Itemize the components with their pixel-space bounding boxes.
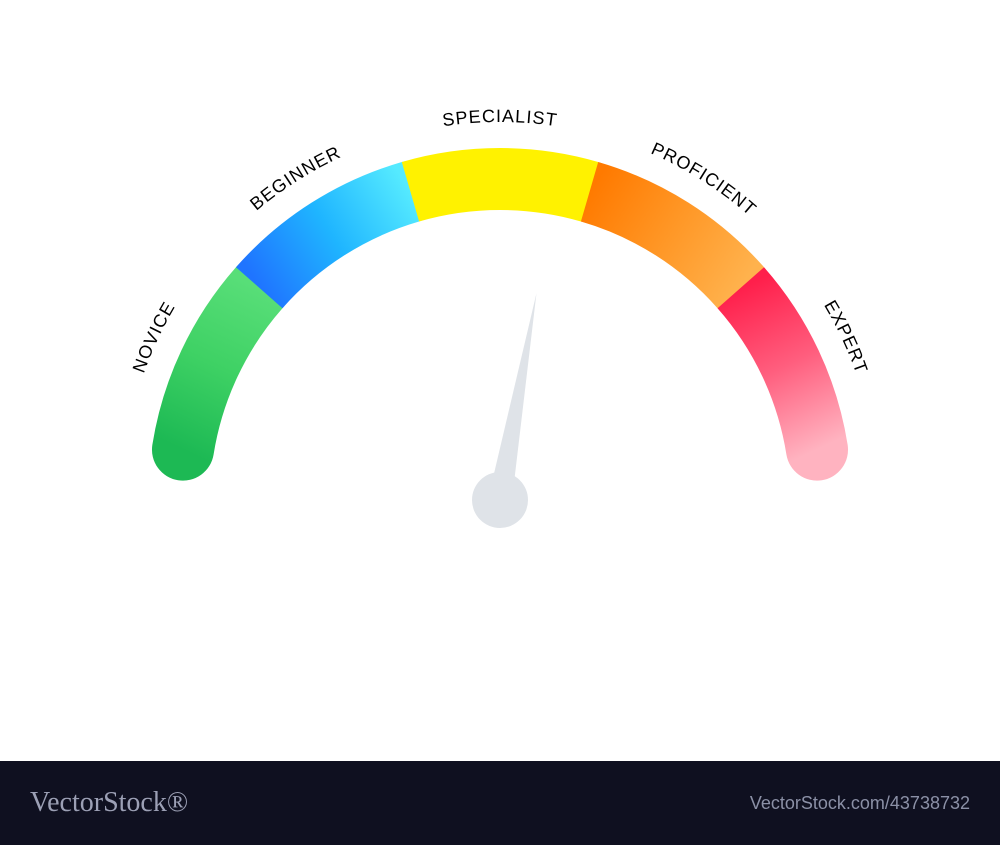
gauge-segment-4 — [718, 267, 848, 480]
gauge-label-2: SPECIALIST — [441, 106, 559, 130]
serial-number: VectorStock.com/43738732 — [750, 793, 970, 814]
serial-value: 43738732 — [890, 793, 970, 813]
needle-hub — [472, 472, 528, 528]
gauge-svg: NOVICEBEGINNERSPECIALISTPROFICIENTEXPERT — [0, 0, 1000, 845]
serial-prefix: VectorStock.com/ — [750, 793, 890, 813]
gauge-label-0: NOVICE — [129, 298, 179, 375]
gauge-label-4: EXPERT — [820, 297, 872, 377]
brand-text: VectorStock® — [30, 787, 188, 819]
needle — [489, 293, 537, 499]
footer-bar: VectorStock® VectorStock.com/43738732 — [0, 761, 1000, 845]
